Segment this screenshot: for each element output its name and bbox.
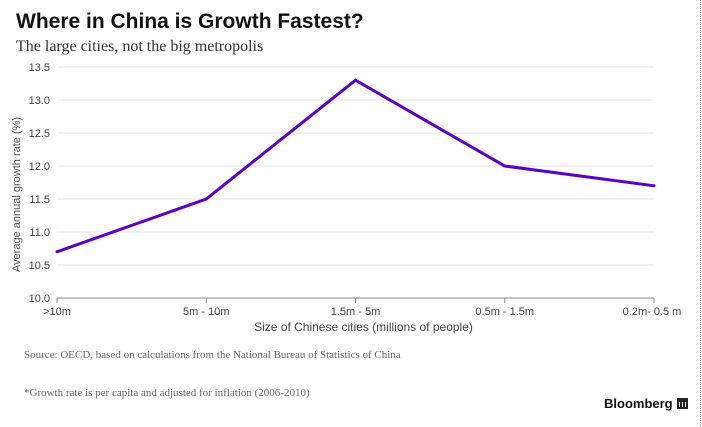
series-layer — [55, 78, 656, 254]
x-tick-label: 0.2m- 0.5 m — [623, 306, 682, 318]
y-tick-label: 11.5 — [29, 194, 50, 206]
y-axis-ticks: 10.0 10.5 11.0 11.5 12.0 12.5 13.0 13.5 — [29, 62, 50, 305]
x-tick-label: >10m — [43, 306, 71, 318]
data-point — [204, 197, 208, 201]
brand-name: Bloomberg — [604, 396, 673, 411]
y-axis-title: Average annual growth rate (%) — [11, 117, 23, 272]
data-point — [55, 250, 59, 254]
data-point — [503, 164, 507, 168]
y-tick-label: 12.5 — [29, 128, 50, 140]
x-axis-title: Size of Chinese cities (millions of peop… — [254, 320, 473, 334]
x-tick-label: 1.5m - 5m — [331, 306, 381, 318]
data-point — [652, 184, 656, 188]
data-point — [354, 78, 357, 82]
source-note: Source: OECD, based on calculations from… — [24, 349, 401, 361]
x-axis-ticks: >10m 5m - 10m 1.5m - 5m 0.5m - 1.5m 0.2m- 0.… — [43, 298, 681, 318]
y-tick-label: 10.5 — [29, 260, 50, 272]
page-edge-divider — [700, 0, 701, 427]
line-chart: 10.0 10.5 11.0 11.5 12.0 12.5 13.0 13.5 >10m 5m … — [11, 62, 681, 334]
y-tick-label: 13.0 — [29, 95, 50, 107]
y-tick-label: 11.0 — [29, 227, 50, 239]
y-tick-label: 13.5 — [29, 62, 50, 74]
bar-chart-icon — [676, 398, 688, 409]
gridlines — [57, 66, 654, 266]
x-tick-label: 0.5m - 1.5m — [475, 306, 534, 318]
brand-logo: Bloomberg — [604, 396, 688, 411]
y-tick-label: 12.0 — [29, 161, 50, 173]
x-tick-label: 5m - 10m — [183, 306, 229, 318]
chart-title: Where in China is Growth Fastest? — [16, 10, 364, 33]
footnote: *Growth rate is per capita and adjusted … — [24, 387, 310, 399]
chart-subtitle: The large cities, not the big metropolis — [16, 38, 264, 55]
y-tick-label: 10.0 — [29, 293, 50, 305]
